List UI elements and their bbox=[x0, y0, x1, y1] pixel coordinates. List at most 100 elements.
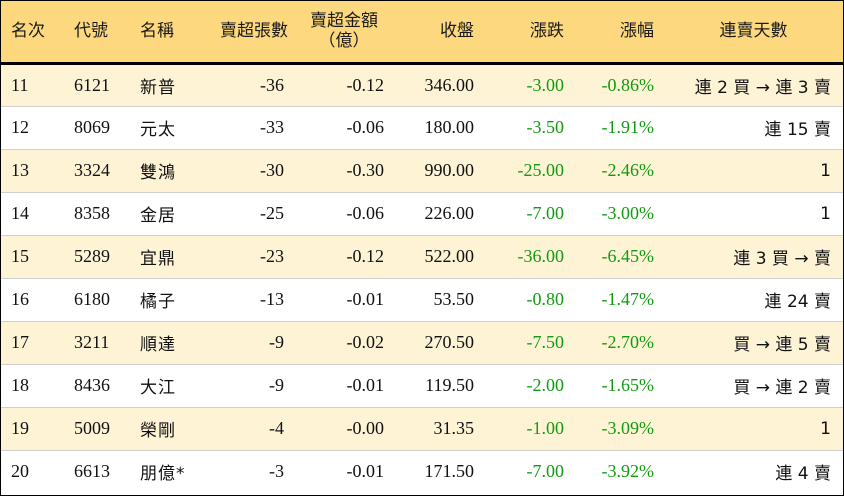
streak-cell: 買 → 連 5 賣 bbox=[733, 335, 831, 355]
table-row: 14 8358 金居 -25 -0.06 226.00 -7.00 -3.00% 1 bbox=[1, 192, 843, 235]
change-pct-cell: -2.70% bbox=[601, 332, 655, 352]
code-cell: 3324 bbox=[74, 160, 110, 180]
change-cell: -2.00 bbox=[526, 375, 565, 395]
net-sell-lots-cell: -23 bbox=[260, 246, 284, 266]
net-sell-lots-cell: -9 bbox=[269, 375, 284, 395]
rank-cell: 17 bbox=[11, 332, 29, 352]
change-pct-cell: -1.47% bbox=[601, 289, 655, 309]
name-cell: 金居 bbox=[140, 206, 176, 226]
change-cell: -7.50 bbox=[526, 332, 565, 352]
table-row: 20 6613 朋億* -3 -0.01 171.50 -7.00 -3.92% 連 4 賣 bbox=[1, 450, 843, 493]
header-net-sell-lots: 賣超張數 bbox=[220, 21, 288, 42]
streak-cell: 1 bbox=[820, 203, 831, 224]
close-price-cell: 270.50 bbox=[424, 332, 475, 352]
change-pct-cell: -0.86% bbox=[601, 74, 655, 95]
change-cell: -7.00 bbox=[526, 461, 565, 482]
close-price-cell: 31.35 bbox=[433, 418, 475, 438]
net-sell-lots-cell: -25 bbox=[260, 203, 284, 223]
table-header: 名次 代號 名稱 賣超張數 賣超金額 （億） 收盤 漲跌 漲幅 連賣天數 bbox=[1, 1, 843, 63]
rank-cell: 13 bbox=[11, 160, 29, 180]
code-cell: 8069 bbox=[74, 117, 110, 137]
code-cell: 5289 bbox=[74, 246, 110, 266]
net-sell-lots-cell: -4 bbox=[269, 418, 284, 438]
net-sell-lots-cell: -9 bbox=[269, 332, 284, 352]
close-price-cell: 226.00 bbox=[424, 203, 475, 223]
change-cell: -7.00 bbox=[526, 203, 565, 223]
header-rank: 名次 bbox=[11, 21, 45, 42]
streak-cell: 買 → 連 2 賣 bbox=[733, 378, 831, 398]
net-sell-lots-cell: -33 bbox=[260, 117, 284, 137]
change-pct-cell: -1.91% bbox=[601, 117, 655, 137]
header-change-pct: 漲幅 bbox=[620, 21, 654, 42]
net-sell-amount-cell: -0.06 bbox=[346, 117, 385, 137]
name-cell: 新普 bbox=[140, 77, 176, 98]
table-row: 11 6121 新普 -36 -0.12 346.00 -3.00 -0.86% 連 2 買 →… bbox=[1, 63, 843, 106]
name-cell: 朋億* bbox=[140, 464, 186, 485]
close-price-cell: 522.00 bbox=[424, 246, 475, 266]
streak-cell: 連 24 賣 bbox=[764, 292, 831, 312]
header-change: 漲跌 bbox=[530, 21, 564, 42]
rank-cell: 14 bbox=[11, 203, 29, 223]
rank-cell: 16 bbox=[11, 289, 29, 309]
net-sell-amount-cell: -0.01 bbox=[346, 375, 385, 395]
header-row: 名次 代號 名稱 賣超張數 賣超金額 （億） 收盤 漲跌 漲幅 連賣天數 bbox=[1, 1, 843, 63]
change-cell: -1.00 bbox=[526, 418, 565, 438]
rank-cell: 11 bbox=[11, 74, 29, 95]
net-sell-amount-cell: -0.02 bbox=[346, 332, 385, 352]
table-body: 11 6121 新普 -36 -0.12 346.00 -3.00 -0.86% 連 2 買 →… bbox=[1, 63, 843, 493]
table-row: 17 3211 順達 -9 -0.02 270.50 -7.50 -2.70% 買 → 連 5 … bbox=[1, 321, 843, 364]
net-sell-amount-cell: -0.30 bbox=[346, 160, 385, 180]
header-net-sell-amount-line1: 賣超金額 bbox=[310, 11, 378, 32]
net-sell-amount-cell: -0.12 bbox=[346, 246, 385, 266]
change-pct-cell: -2.46% bbox=[601, 160, 655, 180]
net-sell-amount-cell: -0.01 bbox=[346, 461, 385, 482]
name-cell: 大江 bbox=[140, 378, 176, 398]
streak-cell: 連 3 買 → 賣 bbox=[733, 249, 831, 269]
rank-cell: 18 bbox=[11, 375, 29, 395]
code-cell: 8358 bbox=[74, 203, 110, 223]
close-price-cell: 346.00 bbox=[424, 74, 475, 95]
change-pct-cell: -6.45% bbox=[601, 246, 655, 266]
name-cell: 宜鼎 bbox=[140, 249, 176, 269]
name-cell: 順達 bbox=[140, 335, 176, 355]
change-cell: -36.00 bbox=[517, 246, 565, 266]
header-net-sell-amount-line2: （億） bbox=[318, 31, 370, 52]
change-pct-cell: -3.00% bbox=[601, 203, 655, 223]
net-sell-amount-cell: -0.01 bbox=[346, 289, 385, 309]
rank-cell: 19 bbox=[11, 418, 29, 438]
net-sell-lots-cell: -3 bbox=[269, 461, 284, 482]
net-sell-lots-cell: -13 bbox=[260, 289, 284, 309]
change-cell: -3.50 bbox=[526, 117, 565, 137]
change-cell: -0.80 bbox=[526, 289, 565, 309]
close-price-cell: 119.50 bbox=[425, 375, 474, 395]
code-cell: 6121 bbox=[74, 74, 110, 95]
code-cell: 8436 bbox=[74, 375, 110, 395]
rank-cell: 12 bbox=[11, 117, 29, 137]
header-net-sell-amount: 賣超金額 （億） bbox=[294, 1, 394, 63]
rank-cell: 15 bbox=[11, 246, 29, 266]
code-cell: 6180 bbox=[74, 289, 110, 309]
streak-cell: 連 15 賣 bbox=[764, 120, 831, 140]
code-cell: 5009 bbox=[74, 418, 110, 438]
streak-cell: 連 2 買 → 連 3 賣 bbox=[694, 77, 831, 98]
table-row: 15 5289 宜鼎 -23 -0.12 522.00 -36.00 -6.45% 連 3 買 … bbox=[1, 235, 843, 278]
net-sell-lots-cell: -30 bbox=[260, 160, 284, 180]
name-cell: 橘子 bbox=[140, 292, 176, 312]
close-price-cell: 990.00 bbox=[424, 160, 475, 180]
streak-cell: 1 bbox=[820, 160, 831, 181]
rank-cell: 20 bbox=[11, 461, 29, 482]
name-cell: 榮剛 bbox=[140, 421, 176, 441]
table-row: 13 3324 雙鴻 -30 -0.30 990.00 -25.00 -2.46% 1 bbox=[1, 149, 843, 192]
change-pct-cell: -3.92% bbox=[601, 461, 655, 482]
table-row: 12 8069 元太 -33 -0.06 180.00 -3.50 -1.91% 連 15 賣 bbox=[1, 106, 843, 149]
streak-cell: 連 4 賣 bbox=[775, 464, 831, 485]
close-price-cell: 171.50 bbox=[424, 461, 475, 482]
net-sell-amount-cell: -0.12 bbox=[346, 74, 385, 95]
name-cell: 元太 bbox=[140, 120, 176, 140]
change-cell: -25.00 bbox=[517, 160, 565, 180]
change-pct-cell: -1.65% bbox=[601, 375, 655, 395]
net-sell-lots-cell: -36 bbox=[260, 74, 284, 95]
name-cell: 雙鴻 bbox=[140, 163, 176, 183]
code-cell: 6613 bbox=[74, 461, 110, 482]
